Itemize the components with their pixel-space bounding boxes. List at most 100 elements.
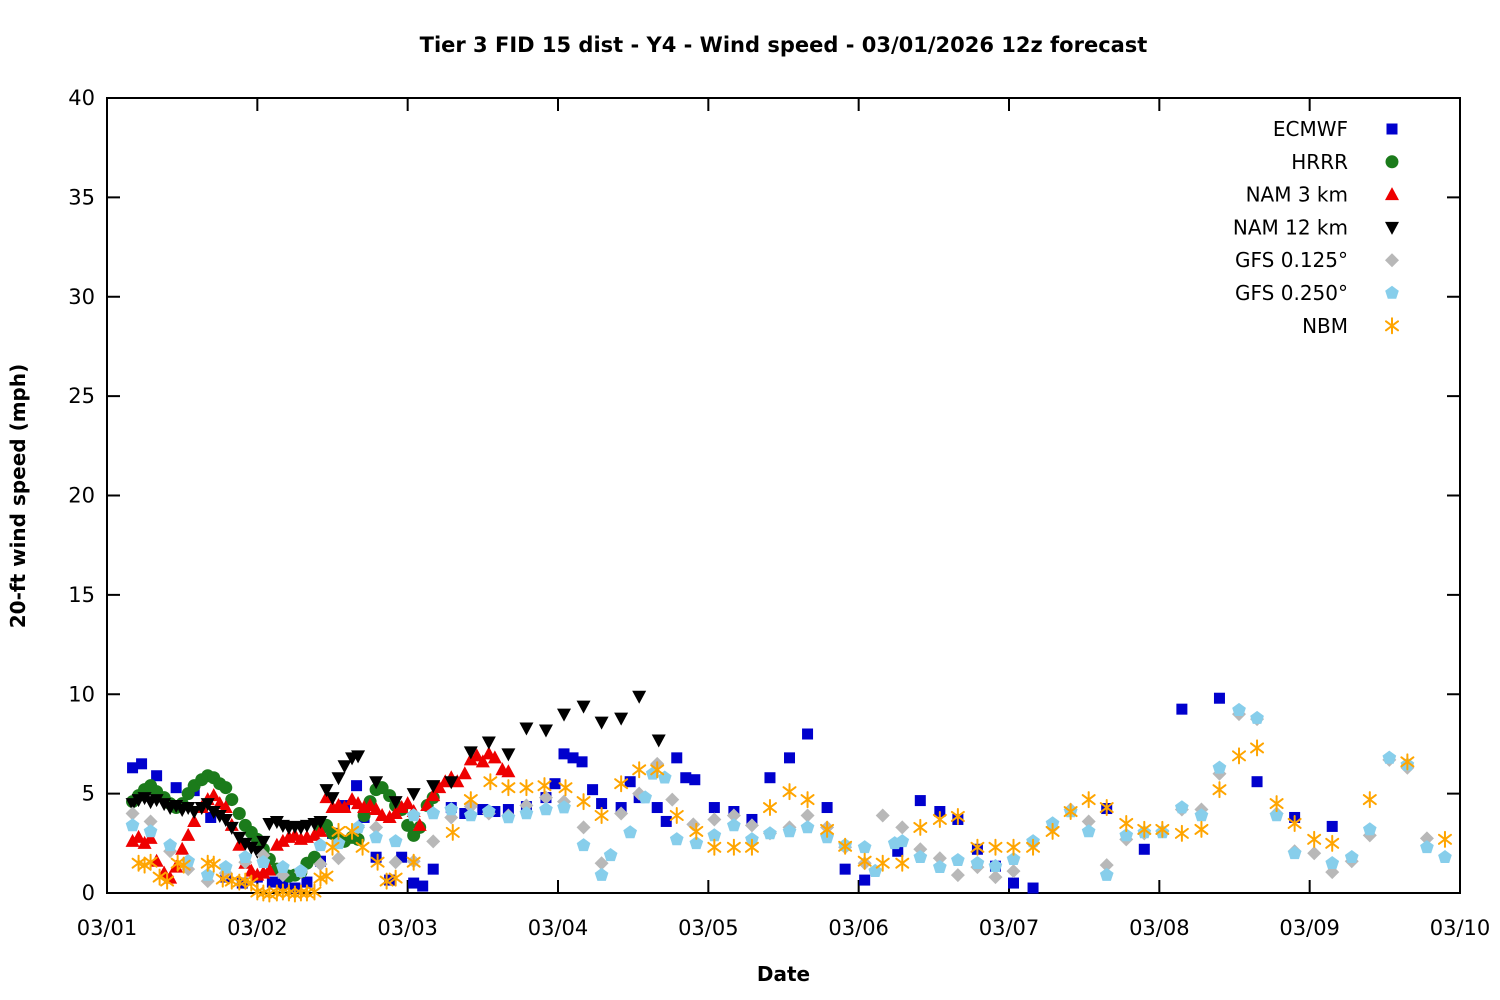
point-hrrr <box>225 793 239 807</box>
point-ecmwf <box>596 798 608 810</box>
point-nam-3-km <box>382 809 397 823</box>
point-nam-12-km <box>244 841 259 855</box>
point-gfs-0-250- <box>313 838 328 852</box>
legend-label: ECMWF <box>1273 117 1348 141</box>
point-ecmwf <box>764 772 776 784</box>
x-tick-label: 03/05 <box>678 916 739 940</box>
point-nbm <box>1400 753 1415 771</box>
point-ecmwf <box>549 778 561 790</box>
point-nam-3-km <box>400 796 415 810</box>
point-nam-12-km <box>319 784 334 798</box>
point-gfs-0-250- <box>933 860 947 873</box>
legend-label: GFS 0.250° <box>1235 281 1348 305</box>
y-tick-label: 25 <box>68 384 95 408</box>
point-gfs-0-250- <box>594 867 609 881</box>
point-gfs-0-250- <box>1232 702 1246 716</box>
x-axis-label: Date <box>756 962 811 986</box>
point-gfs-0-250- <box>464 808 478 822</box>
point-gfs-0-250- <box>369 830 383 844</box>
point-nbm <box>325 838 340 856</box>
point-ecmwf <box>587 784 599 796</box>
point-gfs-0-125- <box>1081 814 1096 829</box>
point-gfs-0-250- <box>623 825 637 839</box>
point-nam-12-km <box>651 734 666 748</box>
point-ecmwf <box>427 863 439 875</box>
chart-title: Tier 3 FID 15 dist - Y4 - Wind speed - 0… <box>419 33 1148 57</box>
point-nam-3-km <box>369 802 384 816</box>
point-nbm <box>307 883 322 901</box>
point-gfs-0-125- <box>614 806 629 821</box>
point-nbm <box>1063 803 1078 821</box>
point-gfs-0-250- <box>1287 846 1302 860</box>
point-gfs-0-250- <box>163 838 177 852</box>
point-nbm <box>143 853 158 871</box>
point-nbm <box>594 806 609 824</box>
point-gfs-0-125- <box>950 868 965 883</box>
point-nam-12-km <box>444 776 459 790</box>
point-nam-12-km <box>576 700 591 714</box>
point-gfs-0-250- <box>970 856 985 869</box>
point-gfs-0-250- <box>1325 856 1340 869</box>
point-gfs-0-125- <box>932 851 947 866</box>
y-tick-label: 20 <box>68 484 95 508</box>
point-ecmwf <box>301 876 313 888</box>
x-tick-label: 03/06 <box>828 916 889 940</box>
point-nam-12-km <box>632 690 647 704</box>
point-nam-12-km <box>218 813 233 827</box>
point-nbm <box>857 852 872 870</box>
point-gfs-0-125- <box>388 855 403 870</box>
point-gfs-0-125- <box>1419 831 1434 846</box>
point-ecmwf <box>821 802 833 814</box>
point-ecmwf <box>859 874 871 886</box>
point-nam-3-km <box>269 837 284 851</box>
point-nbm <box>913 818 928 836</box>
point-gfs-0-250- <box>539 802 553 816</box>
point-ecmwf <box>408 877 420 889</box>
point-ecmwf <box>1326 820 1338 832</box>
point-gfs-0-250- <box>1045 816 1060 830</box>
point-ecmwf <box>1138 843 1150 855</box>
point-nbm <box>1232 747 1247 765</box>
point-nbm <box>838 837 853 855</box>
point-nbm <box>932 810 947 828</box>
point-nbm <box>206 855 221 873</box>
point-nam-3-km <box>501 764 516 778</box>
point-ecmwf <box>136 758 148 770</box>
point-ecmwf <box>1027 882 1039 894</box>
point-nbm <box>988 838 1003 856</box>
point-nbm <box>707 838 722 856</box>
point-nbm <box>1269 795 1284 813</box>
point-gfs-0-250- <box>689 836 704 850</box>
x-tick-label: 03/04 <box>528 916 589 940</box>
point-ecmwf <box>689 774 701 786</box>
point-gfs-0-250- <box>406 808 421 822</box>
point-gfs-0-125- <box>331 851 346 866</box>
point-ecmwf <box>660 815 672 827</box>
point-nam-12-km <box>426 780 441 794</box>
point-nbm <box>726 838 741 856</box>
point-nbm <box>1362 791 1377 809</box>
legend-marker-diamond <box>1385 253 1399 268</box>
point-gfs-0-250- <box>218 860 233 873</box>
point-gfs-0-250- <box>638 790 652 804</box>
point-nbm <box>689 822 704 840</box>
point-hrrr <box>232 807 246 820</box>
legend-label: NBM <box>1302 314 1348 338</box>
point-gfs-0-250- <box>1363 822 1377 836</box>
point-nam-3-km <box>426 788 441 802</box>
point-nbm <box>614 775 629 793</box>
point-gfs-0-125- <box>707 812 722 827</box>
point-nbm <box>875 854 890 872</box>
point-nbm <box>1287 814 1302 832</box>
point-nbm <box>650 761 665 779</box>
point-nam-12-km <box>351 750 366 764</box>
point-hrrr <box>401 818 415 832</box>
point-gfs-0-250- <box>294 863 308 877</box>
point-ecmwf <box>1251 776 1263 788</box>
point-nbm <box>576 793 591 811</box>
point-nbm <box>669 806 684 824</box>
point-nbm <box>406 853 421 871</box>
point-nam-12-km <box>331 772 346 786</box>
point-ecmwf <box>576 756 588 768</box>
point-nam-3-km <box>125 833 140 847</box>
